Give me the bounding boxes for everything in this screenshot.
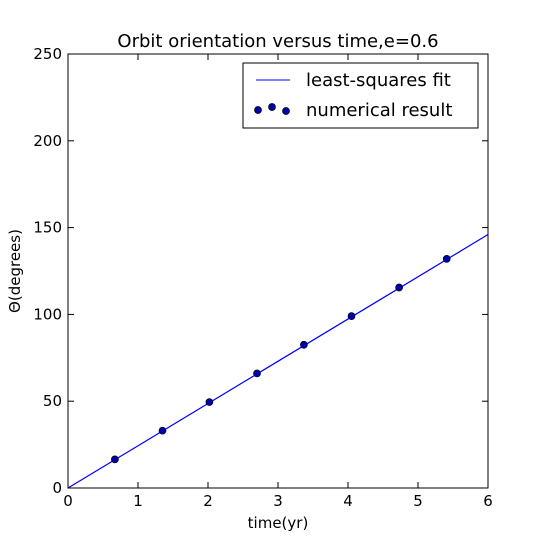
data-point: [300, 340, 308, 349]
x-tick-label: 3: [273, 492, 283, 510]
data-point: [347, 312, 356, 320]
legend-label-fit: least-squares fit: [306, 70, 451, 91]
y-tick-label: 200: [33, 132, 62, 150]
x-tick-label: 2: [203, 492, 213, 510]
x-tick-label: 5: [413, 492, 423, 510]
plot-layer: [67, 234, 489, 489]
y-tick-label: 150: [33, 219, 62, 237]
legend-box: [242, 62, 479, 129]
legend-scatter-marker: [282, 107, 290, 115]
y-tick-label: 100: [33, 305, 62, 323]
x-tick-label: 6: [483, 492, 493, 510]
legend: least-squares fit numerical result: [242, 62, 479, 129]
series-line-least-squares-fit: [67, 234, 489, 489]
y-tick-label: 50: [43, 392, 62, 410]
x-axis-label: time(yr): [248, 514, 309, 532]
data-point: [158, 426, 167, 435]
y-tick-label: 0: [52, 479, 62, 497]
data-point: [205, 398, 214, 406]
legend-label-numerical: numerical result: [306, 100, 452, 121]
ticks-layer: 0 1 2 3 4 5 6 0 50 100 150 200 250: [33, 45, 492, 510]
x-tick-label: 4: [343, 492, 353, 510]
legend-scatter-marker: [268, 103, 276, 111]
data-point: [253, 369, 261, 378]
data-point: [111, 455, 119, 464]
legend-scatter-marker: [254, 106, 262, 114]
y-axis-label: Θ(degrees): [6, 229, 24, 313]
data-point: [395, 283, 403, 292]
data-point: [442, 254, 451, 263]
x-tick-label: 0: [63, 492, 73, 510]
chart-title: Orbit orientation versus time,e=0.6: [117, 31, 438, 52]
y-tick-label: 250: [33, 45, 62, 63]
x-tick-label: 1: [133, 492, 143, 510]
